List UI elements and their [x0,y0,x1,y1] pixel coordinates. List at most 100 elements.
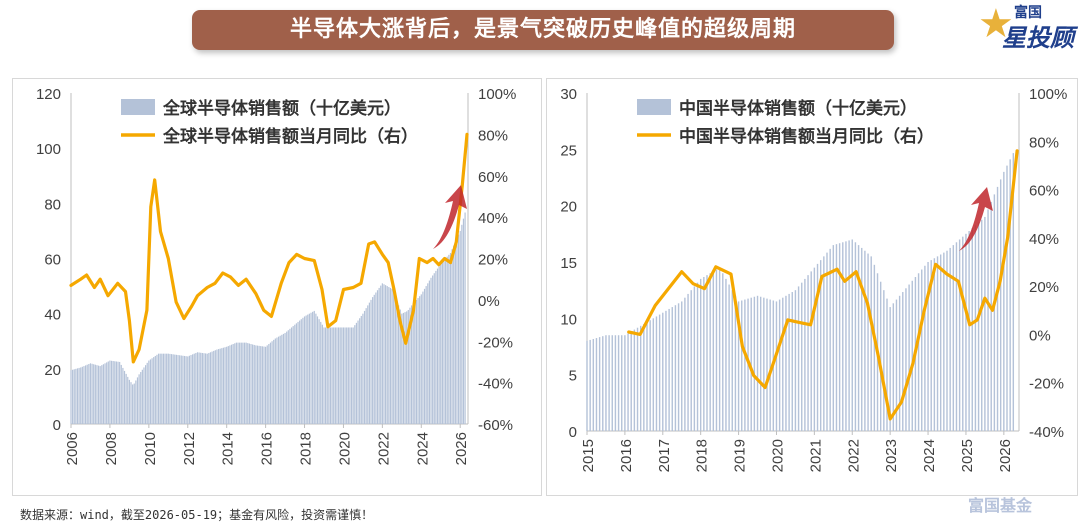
bar [248,343,250,424]
bar [999,179,1002,431]
bar [313,310,315,424]
x-tick-label: 2024 [414,432,431,465]
bar [88,364,90,424]
bar [782,297,784,431]
bar [190,355,192,424]
bar [91,363,93,424]
bar [456,238,458,424]
y-right-tick-label: 40% [478,210,508,227]
bar [981,219,983,431]
bar [921,269,923,431]
bar [177,355,179,424]
x-tick-label: 2015 [580,439,597,472]
bar [621,335,623,431]
bar [245,342,247,424]
bar [422,291,424,424]
bar [93,364,95,424]
bar [174,354,176,424]
bar [924,265,926,431]
bar [908,284,910,431]
bar [239,342,241,424]
x-tick-label: 2022 [375,432,392,465]
bar [367,305,369,424]
bar [741,300,743,431]
bar [778,299,781,431]
bar [75,368,77,424]
bar [728,284,730,431]
bar [461,224,463,424]
bar [464,212,466,424]
bar [315,313,317,424]
bar [237,342,239,424]
bar [731,290,733,431]
bar [807,275,809,431]
x-tick-label: 2012 [181,432,198,465]
bar [410,305,413,424]
bar [462,218,465,424]
bar [89,363,92,424]
bar [1006,165,1008,432]
bar [290,327,293,424]
bar [250,344,252,424]
y-right-tick-label: 0% [1029,327,1051,344]
x-tick-label: 2017 [656,439,673,472]
bar [402,312,405,424]
bar [286,331,288,424]
y-left-tick-label: 100 [36,141,61,158]
y-right-tick-label: -20% [1029,376,1064,393]
china-chart-svg: 051015202530-40%-20%0%20%40%60%80%100%20… [560,86,1067,472]
bar [879,281,882,431]
y-left-tick-label: 0 [53,417,61,434]
bar [835,244,838,431]
x-tick-label: 2020 [336,432,353,465]
bar [243,342,246,424]
y-left-tick-label: 5 [569,368,577,385]
bar [753,296,756,431]
bar [136,377,139,424]
bar [911,280,913,431]
bar [179,355,181,424]
bar [323,327,325,424]
bar [630,331,632,431]
y-right-tick-label: 80% [478,127,508,144]
bar [269,342,272,424]
bar [404,312,406,424]
bar [362,313,364,424]
bar [287,330,289,424]
y-left-tick-label: 20 [560,199,577,216]
bar [302,317,304,424]
bar [156,354,158,424]
bar [365,308,367,424]
bar [284,332,286,424]
y-right-tick-label: 60% [1029,183,1059,200]
bar [441,262,443,424]
bar [115,361,118,424]
bar [83,366,85,424]
y-left-tick-label: 15 [560,255,577,272]
bar [346,327,348,424]
legend-label-bar: 中国半导体销售额（十亿美元） [679,98,917,119]
y-left-tick-label: 80 [44,196,61,213]
bar [671,307,673,431]
bar [292,326,294,424]
bar [354,325,356,424]
bar [141,369,143,424]
bar [598,337,601,431]
legend-label-line: 全球半导体销售额当月同比（右） [162,126,418,147]
bar [652,318,655,431]
bar [337,327,340,424]
bar [256,345,259,424]
bar [104,363,106,424]
bar [161,353,163,424]
bar [454,241,456,424]
bar [321,324,323,424]
bar [706,275,708,431]
bar [435,270,437,424]
bar [226,346,228,424]
bar [1012,153,1015,431]
bar [430,277,432,424]
bar [394,297,396,424]
bar [172,354,174,424]
bar [224,347,226,424]
watermark-text: 富国基金 [968,496,1033,515]
